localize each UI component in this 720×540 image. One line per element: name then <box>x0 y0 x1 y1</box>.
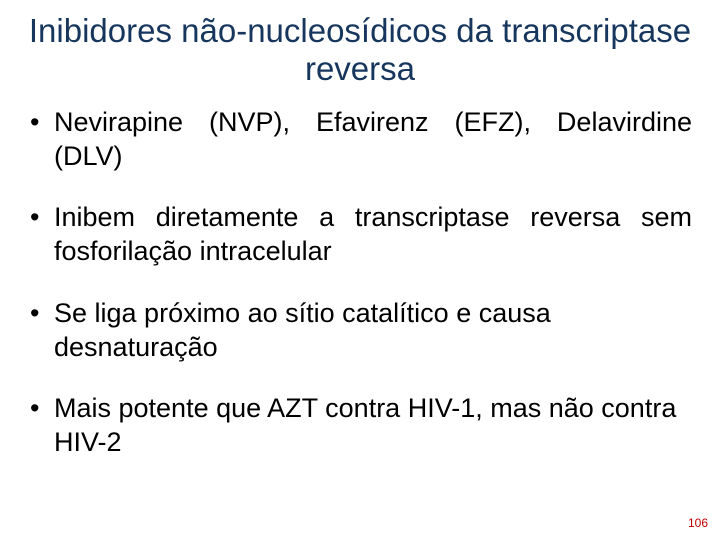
bullet-item: Mais potente que AZT contra HIV-1, mas n… <box>28 392 692 460</box>
bullet-list: Nevirapine (NVP), Efavirenz (EFZ), Delav… <box>28 106 692 460</box>
bullet-text: Inibem diretamente a transcriptase rever… <box>54 202 692 266</box>
page-number: 106 <box>688 516 708 530</box>
bullet-text: Nevirapine (NVP), Efavirenz (EFZ), Delav… <box>54 107 692 171</box>
bullet-text: Se liga próximo ao sítio catalítico e ca… <box>54 298 551 362</box>
bullet-text: Mais potente que AZT contra HIV-1, mas n… <box>54 393 676 457</box>
bullet-item: Se liga próximo ao sítio catalítico e ca… <box>28 297 692 365</box>
slide-title: Inibidores não-nucleosídicos da transcri… <box>28 12 692 88</box>
bullet-item: Nevirapine (NVP), Efavirenz (EFZ), Delav… <box>28 106 692 174</box>
bullet-item: Inibem diretamente a transcriptase rever… <box>28 201 692 269</box>
slide: Inibidores não-nucleosídicos da transcri… <box>0 0 720 540</box>
